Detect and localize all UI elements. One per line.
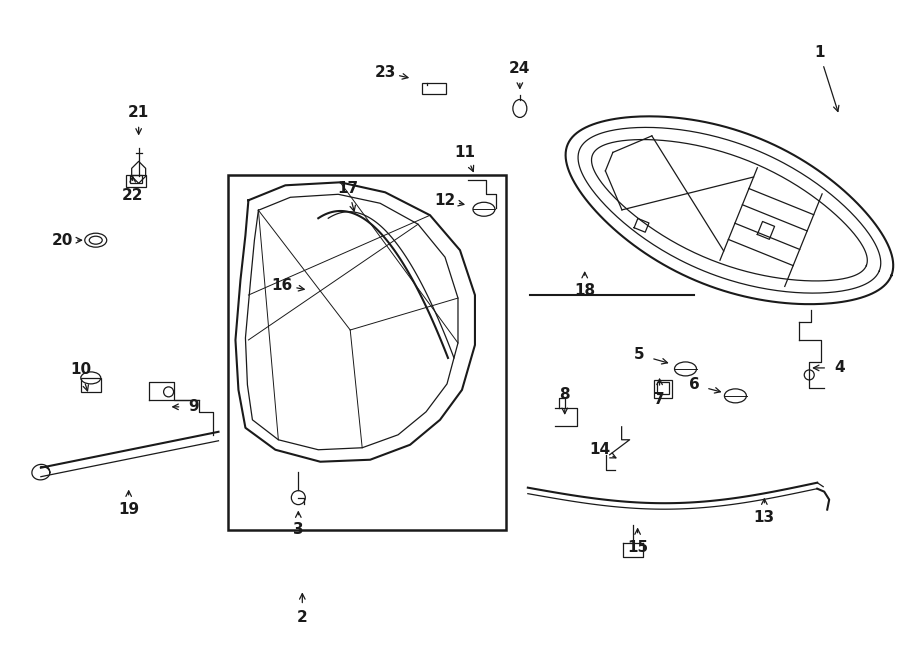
Text: 5: 5 <box>634 348 645 362</box>
Bar <box>126 175 146 187</box>
Text: 18: 18 <box>574 283 595 297</box>
Bar <box>229 175 506 529</box>
Text: 16: 16 <box>272 278 293 293</box>
Text: 3: 3 <box>293 522 303 537</box>
Text: 15: 15 <box>627 540 648 555</box>
Text: 24: 24 <box>509 61 530 76</box>
Text: 23: 23 <box>374 65 396 80</box>
Text: 8: 8 <box>560 387 570 403</box>
Text: 6: 6 <box>689 377 700 393</box>
Text: 9: 9 <box>188 399 199 414</box>
Text: 13: 13 <box>754 510 775 525</box>
Text: 10: 10 <box>70 362 91 377</box>
Text: 20: 20 <box>52 233 74 248</box>
Text: 2: 2 <box>297 610 308 625</box>
Bar <box>81 378 101 392</box>
Text: 7: 7 <box>654 393 665 407</box>
Text: 22: 22 <box>122 188 143 203</box>
Text: 17: 17 <box>338 181 359 196</box>
Bar <box>130 175 141 183</box>
Text: 14: 14 <box>590 442 610 457</box>
Text: 1: 1 <box>814 45 824 60</box>
Bar <box>657 382 669 394</box>
Text: 21: 21 <box>128 105 149 120</box>
Bar <box>653 380 671 398</box>
Text: 19: 19 <box>118 502 140 517</box>
Text: 12: 12 <box>435 193 455 208</box>
Text: 4: 4 <box>834 360 844 375</box>
Text: 11: 11 <box>454 145 475 160</box>
Bar <box>422 83 446 95</box>
